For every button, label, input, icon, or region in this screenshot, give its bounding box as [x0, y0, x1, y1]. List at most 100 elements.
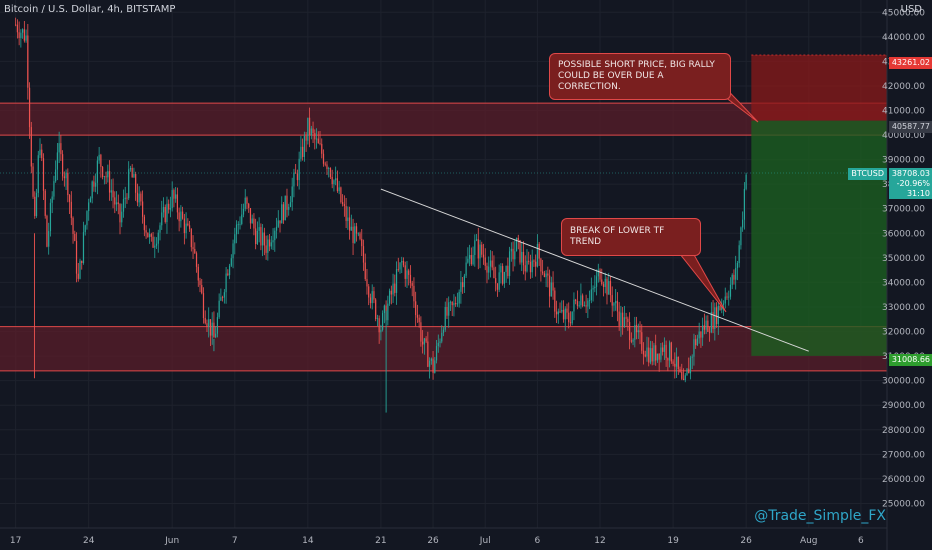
candle-body [406, 270, 408, 279]
candle-body [225, 273, 227, 293]
candle-body [355, 226, 358, 234]
candle-body [521, 251, 523, 263]
candle-body [242, 208, 245, 215]
candle-body [258, 227, 260, 231]
candle-body [380, 329, 382, 333]
candle-body [237, 224, 239, 226]
candle-body [227, 273, 229, 276]
candle-body [653, 345, 655, 362]
candle-body [439, 341, 441, 343]
candle-body [63, 176, 65, 179]
bar-countdown: 31:10 [906, 189, 930, 198]
candle-body [322, 153, 325, 164]
candle-body [658, 353, 660, 360]
candle-body [427, 341, 429, 367]
time-axis[interactable]: 17 24 Jun 7 14 21 26 Jul 6 12 19 26 Aug 6 [10, 536, 864, 546]
price-axis[interactable]: 25000.00 26000.00 27000.00 28000.00 29000.00… [882, 8, 925, 509]
candle-body [108, 171, 111, 193]
candle-body [601, 279, 603, 285]
candle-body [340, 187, 342, 203]
candle-body [510, 248, 512, 252]
time-tick-label: 6 [535, 536, 541, 546]
candle-body [329, 168, 332, 178]
candle-body [77, 273, 79, 279]
short-position-box[interactable] [751, 54, 887, 356]
candle-body [475, 239, 478, 241]
candle-body [295, 172, 297, 174]
candle-body [366, 279, 368, 287]
candle-body [157, 232, 159, 244]
time-tick-label: Jun [164, 536, 179, 546]
candle-body [182, 211, 184, 219]
candle-body [448, 302, 450, 316]
trendline-group[interactable] [380, 188, 809, 352]
candle-body [208, 319, 210, 327]
candle-body [274, 230, 276, 241]
candle-body [211, 322, 213, 336]
candle-body [206, 323, 208, 327]
candle-body [477, 239, 479, 259]
candle-body [649, 348, 652, 363]
candle-body [230, 258, 232, 266]
candle-body [409, 274, 412, 284]
price-tick-label: 37000.00 [882, 205, 925, 215]
candle-body [599, 269, 601, 280]
symbol-title[interactable]: Bitcoin / U.S. Dollar, 4h, BITSTAMP [4, 4, 176, 15]
candle-body [16, 24, 19, 33]
candle-body [319, 143, 321, 145]
candle-body [458, 291, 460, 304]
candle-body [444, 307, 446, 330]
short-note-callout[interactable]: POSSIBLE SHORT PRICE, BIG RALLY COULD BE… [549, 53, 731, 100]
candle-body [188, 225, 191, 229]
candle-body [568, 312, 570, 323]
candle-body [594, 286, 596, 289]
candle-body [622, 312, 624, 327]
candle-body [195, 253, 198, 267]
break-note-callout[interactable]: BREAK OF LOWER TF TREND [561, 218, 701, 256]
candle-body [142, 201, 144, 217]
candle-body [569, 322, 572, 324]
candle-body [105, 176, 107, 178]
candle-body [263, 232, 265, 246]
candle-body [361, 238, 363, 247]
candle-body [124, 197, 126, 200]
candle-body [117, 202, 119, 205]
resistance-zone [0, 103, 887, 136]
candle-body [639, 330, 641, 333]
candle-body [84, 225, 86, 233]
candle-body [543, 273, 545, 278]
candle-body [630, 340, 632, 342]
candle-body [256, 230, 259, 244]
candle-body [333, 180, 335, 185]
candle-body [519, 240, 521, 263]
candle-body [691, 356, 693, 358]
candle-body [190, 228, 192, 248]
candle-body [95, 182, 97, 187]
candle-body [554, 290, 556, 312]
candle-body [615, 300, 617, 304]
candle-body [507, 265, 509, 277]
candle-body [175, 194, 177, 199]
candle-body [648, 347, 650, 363]
candle-body [663, 344, 665, 352]
candle-body [608, 281, 610, 295]
candle-body [500, 266, 502, 273]
price-tick-label: 35000.00 [882, 254, 925, 264]
candle-body [524, 265, 526, 272]
candle-body [715, 307, 718, 325]
candle-body [402, 261, 405, 266]
candle-body [235, 224, 238, 235]
candle-body [91, 181, 93, 199]
candle-body [632, 339, 634, 342]
candle-body [571, 311, 573, 324]
candle-body [321, 143, 323, 154]
candle-body [65, 172, 67, 179]
candle-body [529, 261, 532, 273]
candle-body [164, 207, 166, 222]
candle-body [244, 197, 246, 209]
candle-body [161, 212, 163, 226]
candle-body [220, 297, 222, 301]
candle-body [411, 283, 413, 286]
candle-body [710, 312, 712, 333]
